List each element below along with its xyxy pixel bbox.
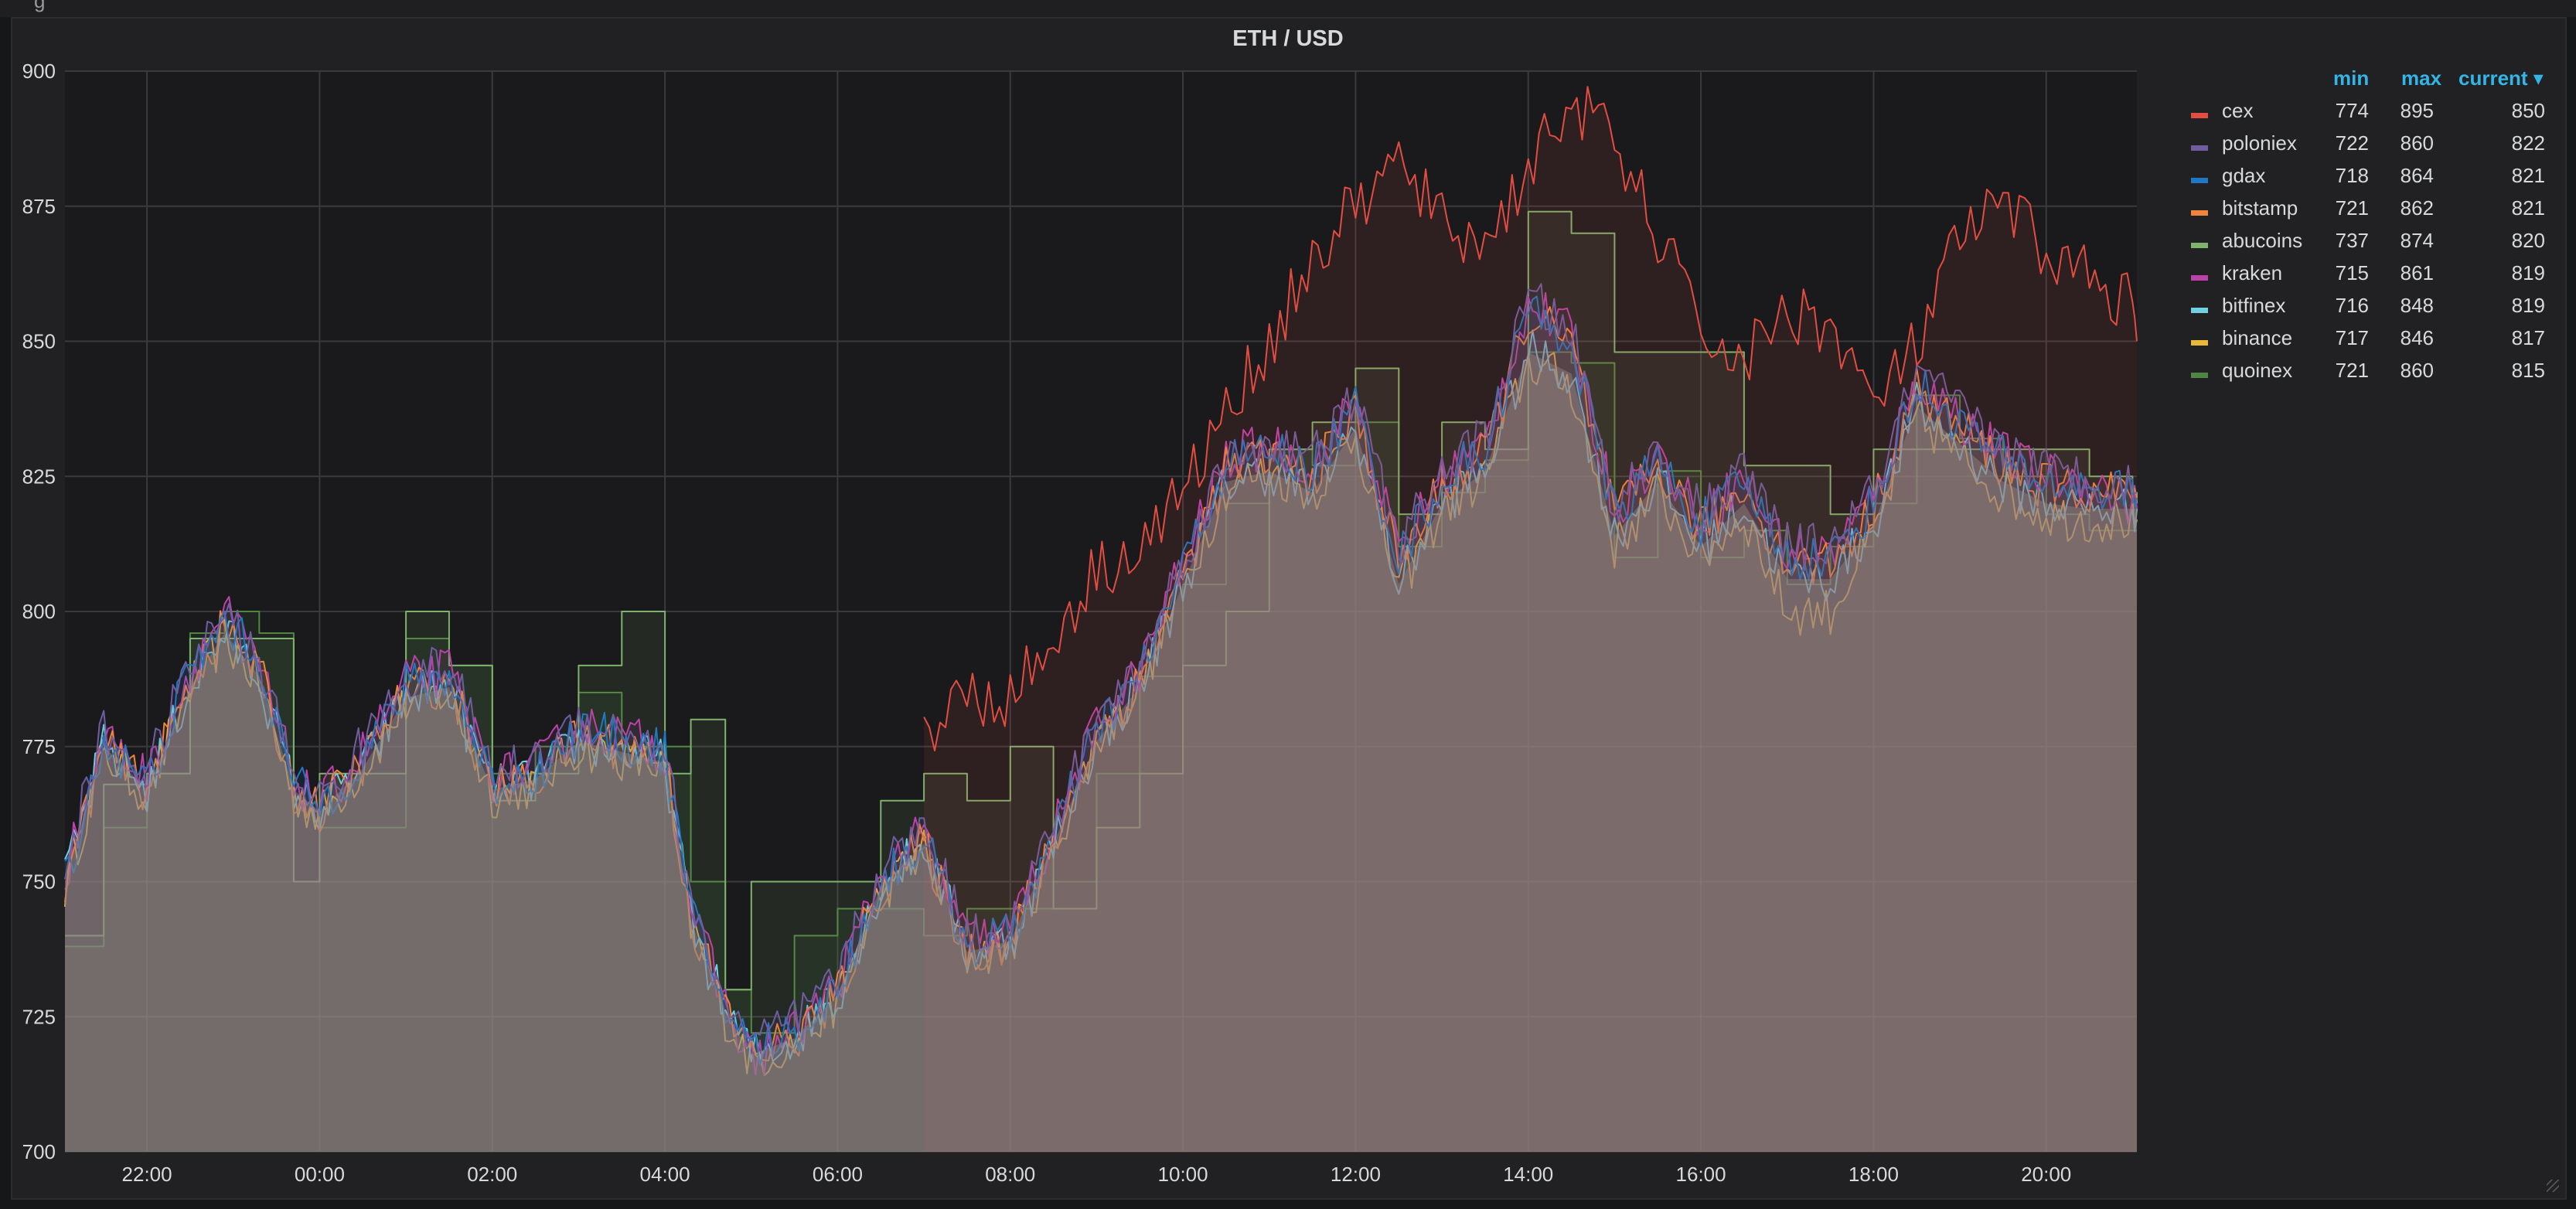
legend-value-min: 774 xyxy=(2335,99,2369,122)
series-area-abucoins xyxy=(65,211,2137,1153)
legend-series-name[interactable]: kraken xyxy=(2222,261,2283,284)
x-tick-label: 18:00 xyxy=(1849,1163,1899,1186)
series-line-gdax[interactable] xyxy=(64,295,2138,1066)
legend-value-max: 895 xyxy=(2400,99,2434,122)
legend-row-abucoins[interactable]: abucoins 737 874 820 xyxy=(2179,229,2550,261)
legend-value-min: 722 xyxy=(2335,131,2369,155)
panel-title[interactable]: ETH / USD xyxy=(1232,26,1344,51)
x-tick-label: 10:00 xyxy=(1158,1163,1208,1186)
legend-swatch[interactable] xyxy=(2191,210,2208,216)
legend-value-min: 715 xyxy=(2335,261,2369,284)
y-tick-label: 825 xyxy=(22,465,56,488)
legend-value-current: 820 xyxy=(2511,229,2545,252)
legend-series-name[interactable]: cex xyxy=(2222,99,2254,122)
x-tick-label: 04:00 xyxy=(640,1163,690,1186)
legend-value-current: 821 xyxy=(2511,164,2545,187)
legend-series-name[interactable]: abucoins xyxy=(2222,229,2303,252)
stacked-fill-area xyxy=(65,352,2137,1152)
legend-row-gdax[interactable]: gdax 718 864 821 xyxy=(2179,164,2550,196)
legend-row-poloniex[interactable]: poloniex 722 860 822 xyxy=(2179,131,2550,164)
series-line-poloniex[interactable] xyxy=(64,283,2138,1047)
legend-header: min max current ▾ xyxy=(2179,66,2550,99)
series-line-binance[interactable] xyxy=(64,352,2138,1077)
legend-value-current: 815 xyxy=(2511,359,2545,382)
legend-value-current: 817 xyxy=(2511,326,2545,349)
legend-rows: cex 774 895 850 poloniex 722 860 822 gdax 718 864 8… xyxy=(2179,99,2550,391)
x-tick-label: 22:00 xyxy=(122,1163,172,1186)
legend-value-min: 717 xyxy=(2335,326,2369,349)
legend-swatch[interactable] xyxy=(2191,145,2208,151)
legend-row-quoinex[interactable]: quoinex 721 860 815 xyxy=(2179,359,2550,391)
legend-value-min: 718 xyxy=(2335,164,2369,187)
legend-swatch[interactable] xyxy=(2191,178,2208,183)
legend-series-name[interactable]: binance xyxy=(2222,326,2293,349)
legend-value-current: 850 xyxy=(2511,99,2545,122)
legend-header-current[interactable]: current ▾ xyxy=(2458,66,2544,90)
legend-value-min: 737 xyxy=(2335,229,2369,252)
legend-value-min: 721 xyxy=(2335,196,2369,220)
legend-value-min: 716 xyxy=(2335,294,2369,317)
legend-value-min: 721 xyxy=(2335,359,2369,382)
y-tick-label: 700 xyxy=(22,1140,56,1163)
y-tick-label: 775 xyxy=(22,735,56,758)
series-area-gdax xyxy=(65,296,2137,1152)
legend-header-min[interactable]: min xyxy=(2333,66,2370,90)
x-tick-label: 06:00 xyxy=(813,1163,863,1186)
legend-swatch[interactable] xyxy=(2191,308,2208,313)
legend-row-kraken[interactable]: kraken 715 861 819 xyxy=(2179,261,2550,294)
legend-value-max: 862 xyxy=(2400,196,2434,220)
series-line-abucoins[interactable] xyxy=(65,210,2138,991)
legend-value-max: 846 xyxy=(2400,326,2434,349)
legend-value-max: 848 xyxy=(2400,294,2434,317)
legend-value-current: 819 xyxy=(2511,294,2545,317)
legend-swatch[interactable] xyxy=(2191,113,2208,118)
series-line-quoinex[interactable] xyxy=(65,351,2137,1034)
legend-value-current: 819 xyxy=(2511,261,2545,284)
legend-row-bitfinex[interactable]: bitfinex 716 848 819 xyxy=(2179,294,2550,326)
x-tick-label: 14:00 xyxy=(1503,1163,1553,1186)
legend-series-name[interactable]: poloniex xyxy=(2222,131,2297,155)
legend-header-max[interactable]: max xyxy=(2401,66,2442,90)
legend-row-cex[interactable]: cex 774 895 850 xyxy=(2179,99,2550,131)
series-area-quoinex xyxy=(65,352,2137,1152)
legend-series-name[interactable]: bitfinex xyxy=(2222,294,2286,317)
legend-swatch[interactable] xyxy=(2191,275,2208,281)
series-area-kraken xyxy=(65,292,2137,1152)
legend-swatch[interactable] xyxy=(2191,243,2208,248)
top-bar-text-fragment: g xyxy=(34,0,46,12)
legend-value-max: 864 xyxy=(2400,164,2434,187)
x-tick-label: 02:00 xyxy=(467,1163,517,1186)
legend-value-max: 860 xyxy=(2400,131,2434,155)
y-tick-label: 900 xyxy=(22,60,56,83)
x-tick-label: 20:00 xyxy=(2021,1163,2071,1186)
legend-value-current: 821 xyxy=(2511,196,2545,220)
legend-table: min max current ▾ cex 774 895 850 poloniex 72… xyxy=(2179,66,2550,391)
legend-swatch[interactable] xyxy=(2191,373,2208,378)
legend-row-binance[interactable]: binance 717 846 817 xyxy=(2179,326,2550,359)
y-tick-label: 725 xyxy=(22,1005,56,1028)
series-area-poloniex xyxy=(65,284,2137,1153)
legend-value-max: 874 xyxy=(2400,229,2434,252)
legend-series-name[interactable]: bitstamp xyxy=(2222,196,2298,220)
legend-value-max: 861 xyxy=(2400,261,2434,284)
y-tick-label: 750 xyxy=(22,870,56,894)
y-tick-label: 875 xyxy=(22,195,56,218)
y-tick-label: 850 xyxy=(22,330,56,353)
legend-value-max: 860 xyxy=(2400,359,2434,382)
series-line-cex[interactable] xyxy=(923,86,2138,751)
legend-series-name[interactable]: gdax xyxy=(2222,164,2266,187)
legend-value-current: 822 xyxy=(2511,131,2545,155)
x-tick-label: 12:00 xyxy=(1331,1163,1381,1186)
legend-row-bitstamp[interactable]: bitstamp 721 862 821 xyxy=(2179,196,2550,229)
legend-swatch[interactable] xyxy=(2191,340,2208,346)
x-tick-label: 00:00 xyxy=(295,1163,345,1186)
series-area-cex xyxy=(924,87,2137,1153)
y-tick-label: 800 xyxy=(22,600,56,623)
dashboard-top-bar: g xyxy=(0,0,2576,17)
x-tick-label: 08:00 xyxy=(985,1163,1035,1186)
legend-series-name[interactable]: quoinex xyxy=(2222,359,2293,382)
panel-resize-handle[interactable] xyxy=(2547,1180,2559,1192)
x-tick-label: 16:00 xyxy=(1676,1163,1726,1186)
